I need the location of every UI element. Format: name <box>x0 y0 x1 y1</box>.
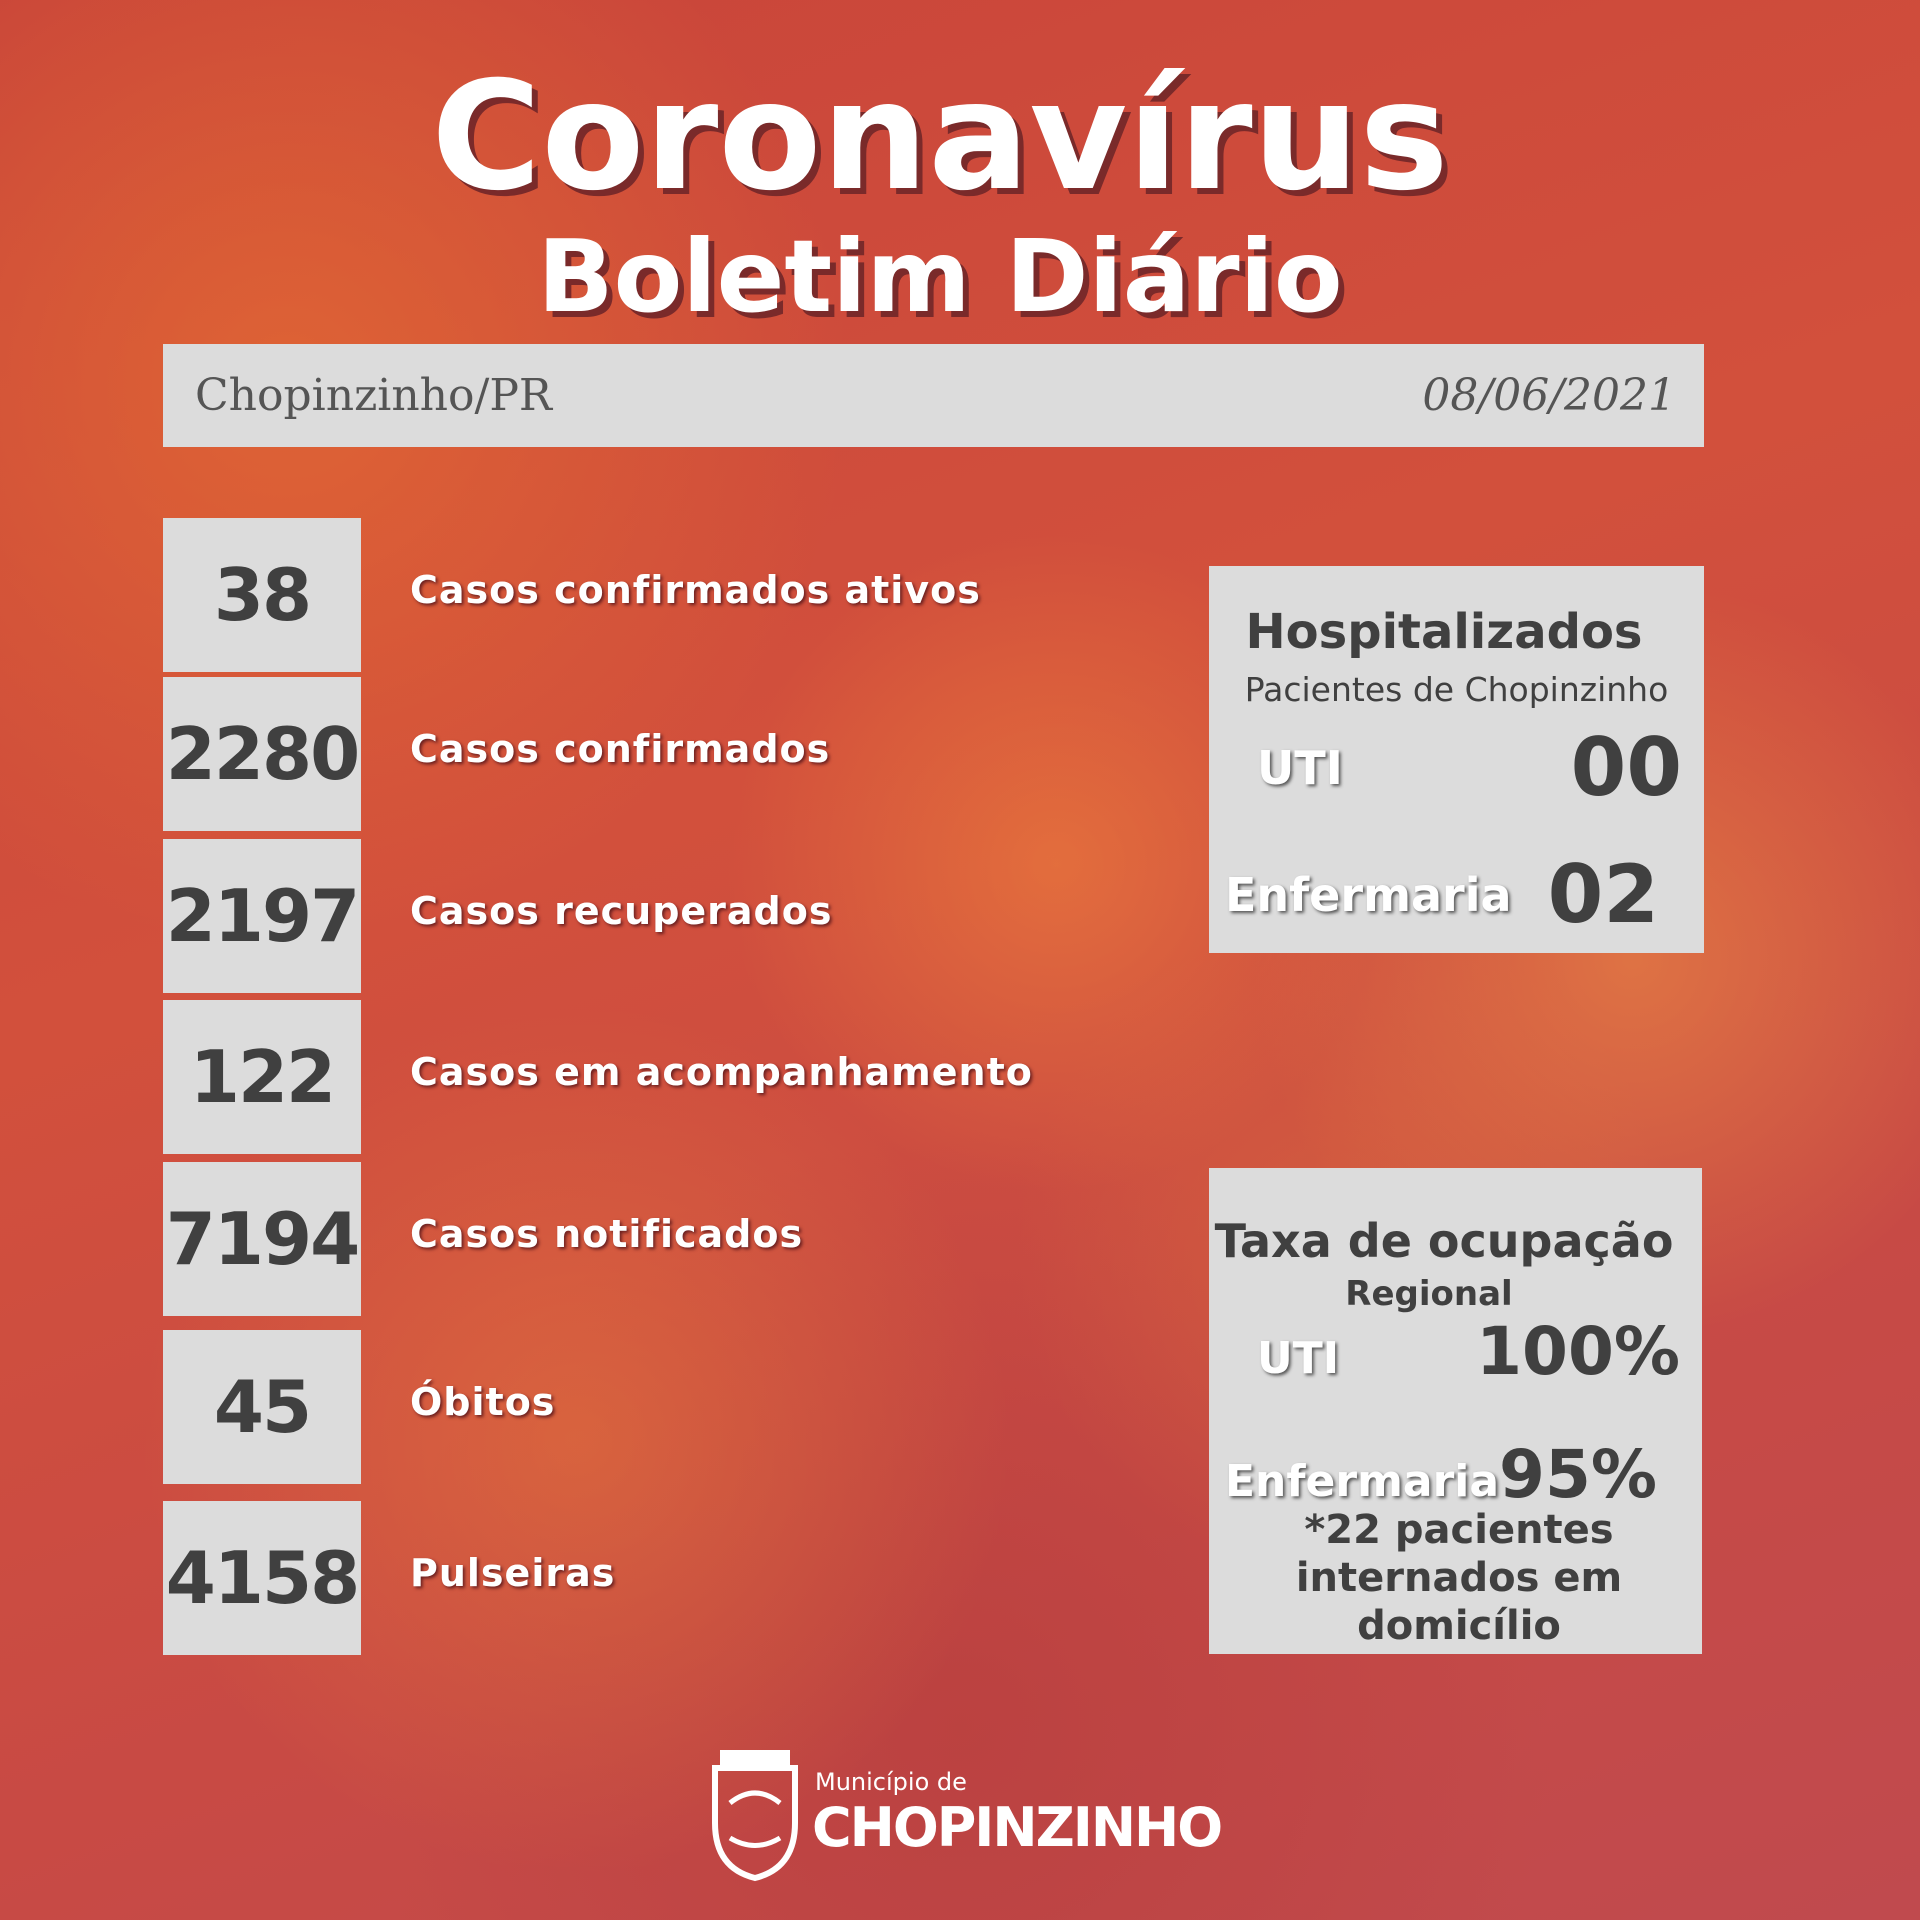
row-label: UTI <box>1257 1333 1340 1384</box>
hosp-subtitle: Pacientes de Chopinzinho <box>1244 670 1669 709</box>
stat-label: Casos confirmados <box>410 727 831 771</box>
row-label: Enfermaria <box>1225 1456 1500 1507</box>
stat-value: 2197 <box>163 839 361 993</box>
stat-value: 2280 <box>163 677 361 831</box>
stat-label: Pulseiras <box>410 1551 616 1595</box>
stat-value: 38 <box>163 518 361 672</box>
row-value: 00 <box>1570 721 1682 814</box>
row-label: UTI <box>1257 741 1343 795</box>
row-value: 02 <box>1547 848 1659 941</box>
row-value: 100% <box>1476 1313 1680 1390</box>
stat-label: Casos recuperados <box>410 889 833 933</box>
crest <box>712 1750 798 1882</box>
title: Coronavírus <box>431 50 1449 224</box>
stat-value: 45 <box>163 1330 361 1484</box>
stat-value: 122 <box>163 1000 361 1154</box>
footer-name: CHOPINZINHO <box>812 1796 1223 1859</box>
header-bar: Chopinzinho/PR 08/06/2021 <box>163 344 1704 447</box>
row-label: Enfermaria <box>1225 868 1512 922</box>
stat-value: 7194 <box>163 1162 361 1316</box>
row-value: 95% <box>1499 1436 1657 1513</box>
location: Chopinzinho/PR <box>195 370 553 421</box>
ocup-title: Taxa de ocupação <box>1214 1214 1674 1268</box>
stat-label: Óbitos <box>410 1380 556 1424</box>
stat-label: Casos notificados <box>410 1212 804 1256</box>
ocup-subtitle: Regional <box>1345 1274 1513 1314</box>
stat-label: Casos em acompanhamento <box>410 1050 1033 1094</box>
stat-label: Casos confirmados ativos <box>410 568 981 612</box>
date: 08/06/2021 <box>1422 370 1676 421</box>
ocup-note: *22 pacientes internados em domicílio <box>1295 1507 1623 1649</box>
ocupacao-box: Taxa de ocupação Regional UTI 100% Enferma… <box>1209 1168 1702 1654</box>
subtitle: Boletim Diário <box>537 218 1343 335</box>
footer-prefix: Município de <box>815 1768 967 1796</box>
stat-value: 4158 <box>163 1501 361 1655</box>
hospitalizados-box: Hospitalizados Pacientes de Chopinzinho … <box>1209 566 1704 953</box>
hosp-title: Hospitalizados <box>1245 604 1643 660</box>
